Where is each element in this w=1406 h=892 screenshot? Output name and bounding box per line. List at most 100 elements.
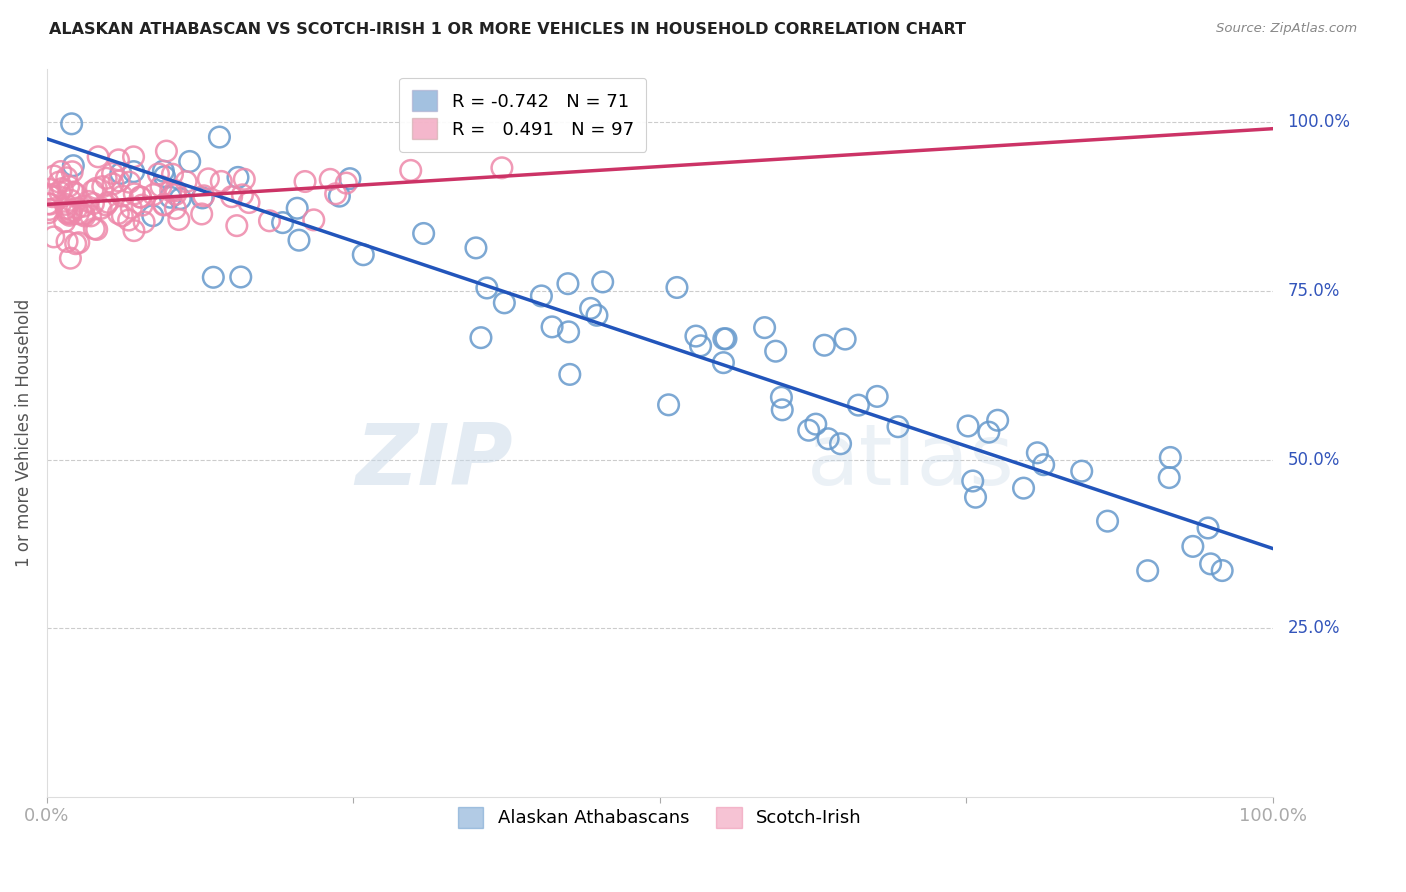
Point (124, 186, 146, 201)
Point (159, 184, 181, 198)
Point (238, 195, 260, 210)
Point (494, 295, 516, 310)
Point (118, 175, 141, 189)
Point (66, 201, 89, 215)
Point (58, 179, 80, 194)
Point (120, 201, 142, 215)
Point (558, 368, 581, 382)
Point (285, 201, 308, 215)
Point (101, 177, 124, 191)
Point (834, 332, 856, 346)
Point (665, 280, 688, 294)
Point (159, 190, 181, 204)
Text: Source: ZipAtlas.com: Source: ZipAtlas.com (1216, 22, 1357, 36)
Point (557, 277, 579, 291)
Point (82, 196, 104, 211)
Point (1032, 458, 1054, 472)
Point (1181, 540, 1204, 554)
Point (153, 169, 176, 184)
Point (53, 197, 76, 211)
Point (73, 209, 96, 223)
Point (107, 206, 129, 220)
Point (765, 344, 787, 359)
Point (67, 235, 90, 250)
Point (225, 219, 247, 233)
Point (202, 270, 225, 285)
Point (148, 167, 170, 181)
Point (60, 165, 83, 179)
Point (685, 329, 707, 343)
Point (797, 423, 820, 437)
Point (165, 202, 187, 216)
Point (887, 419, 910, 434)
Text: ZIP: ZIP (356, 420, 513, 503)
Point (592, 275, 614, 289)
Point (111, 189, 134, 203)
Point (689, 339, 711, 353)
Text: 100.0%: 100.0% (1288, 113, 1350, 131)
Point (965, 490, 987, 504)
Point (101, 166, 124, 180)
Point (1070, 464, 1092, 478)
Point (91, 179, 114, 194)
Text: atlas: atlas (807, 420, 1015, 503)
Text: 75.0%: 75.0% (1288, 282, 1340, 300)
Point (67, 207, 90, 221)
Point (586, 308, 609, 322)
Point (162, 167, 184, 181)
Point (174, 175, 197, 189)
Point (86, 181, 108, 195)
Point (62, 185, 84, 199)
Point (65, 186, 87, 201)
Point (713, 356, 735, 370)
Point (94, 198, 117, 212)
Point (579, 301, 602, 316)
Point (294, 174, 316, 188)
Point (72, 207, 94, 221)
Text: 25.0%: 25.0% (1288, 619, 1340, 637)
Point (79, 209, 101, 223)
Point (1097, 514, 1119, 528)
Point (713, 332, 735, 346)
Point (1159, 470, 1181, 484)
Point (848, 398, 870, 412)
Text: ALASKAN ATHABASCAN VS SCOTCH-IRISH 1 OR MORE VEHICLES IN HOUSEHOLD CORRELATION C: ALASKAN ATHABASCAN VS SCOTCH-IRISH 1 OR … (49, 22, 966, 37)
Point (830, 436, 852, 450)
Point (83, 221, 105, 235)
Point (1199, 557, 1222, 571)
Point (41, 189, 63, 203)
Point (38, 182, 60, 196)
Point (59, 251, 82, 265)
Point (987, 413, 1010, 427)
Point (259, 214, 281, 228)
Point (65, 236, 87, 251)
Point (1211, 564, 1233, 578)
Point (90, 202, 112, 216)
Point (557, 325, 579, 339)
Point (49, 164, 72, 178)
Point (817, 432, 839, 446)
Point (60, 203, 83, 218)
Point (169, 192, 191, 206)
Point (1136, 564, 1159, 578)
Point (153, 197, 176, 211)
Point (55, 170, 77, 185)
Point (51, 181, 73, 195)
Point (658, 398, 681, 412)
Point (96, 171, 118, 186)
Point (111, 209, 134, 223)
Point (475, 281, 498, 295)
Point (339, 171, 361, 186)
Point (129, 190, 152, 204)
Point (42, 230, 65, 244)
Point (288, 233, 311, 247)
Point (165, 187, 187, 202)
Point (221, 190, 243, 204)
Point (226, 170, 249, 185)
Point (957, 419, 980, 434)
Point (233, 172, 256, 186)
Point (399, 163, 422, 178)
Point (714, 332, 737, 346)
Point (86, 222, 108, 236)
Point (142, 187, 165, 202)
